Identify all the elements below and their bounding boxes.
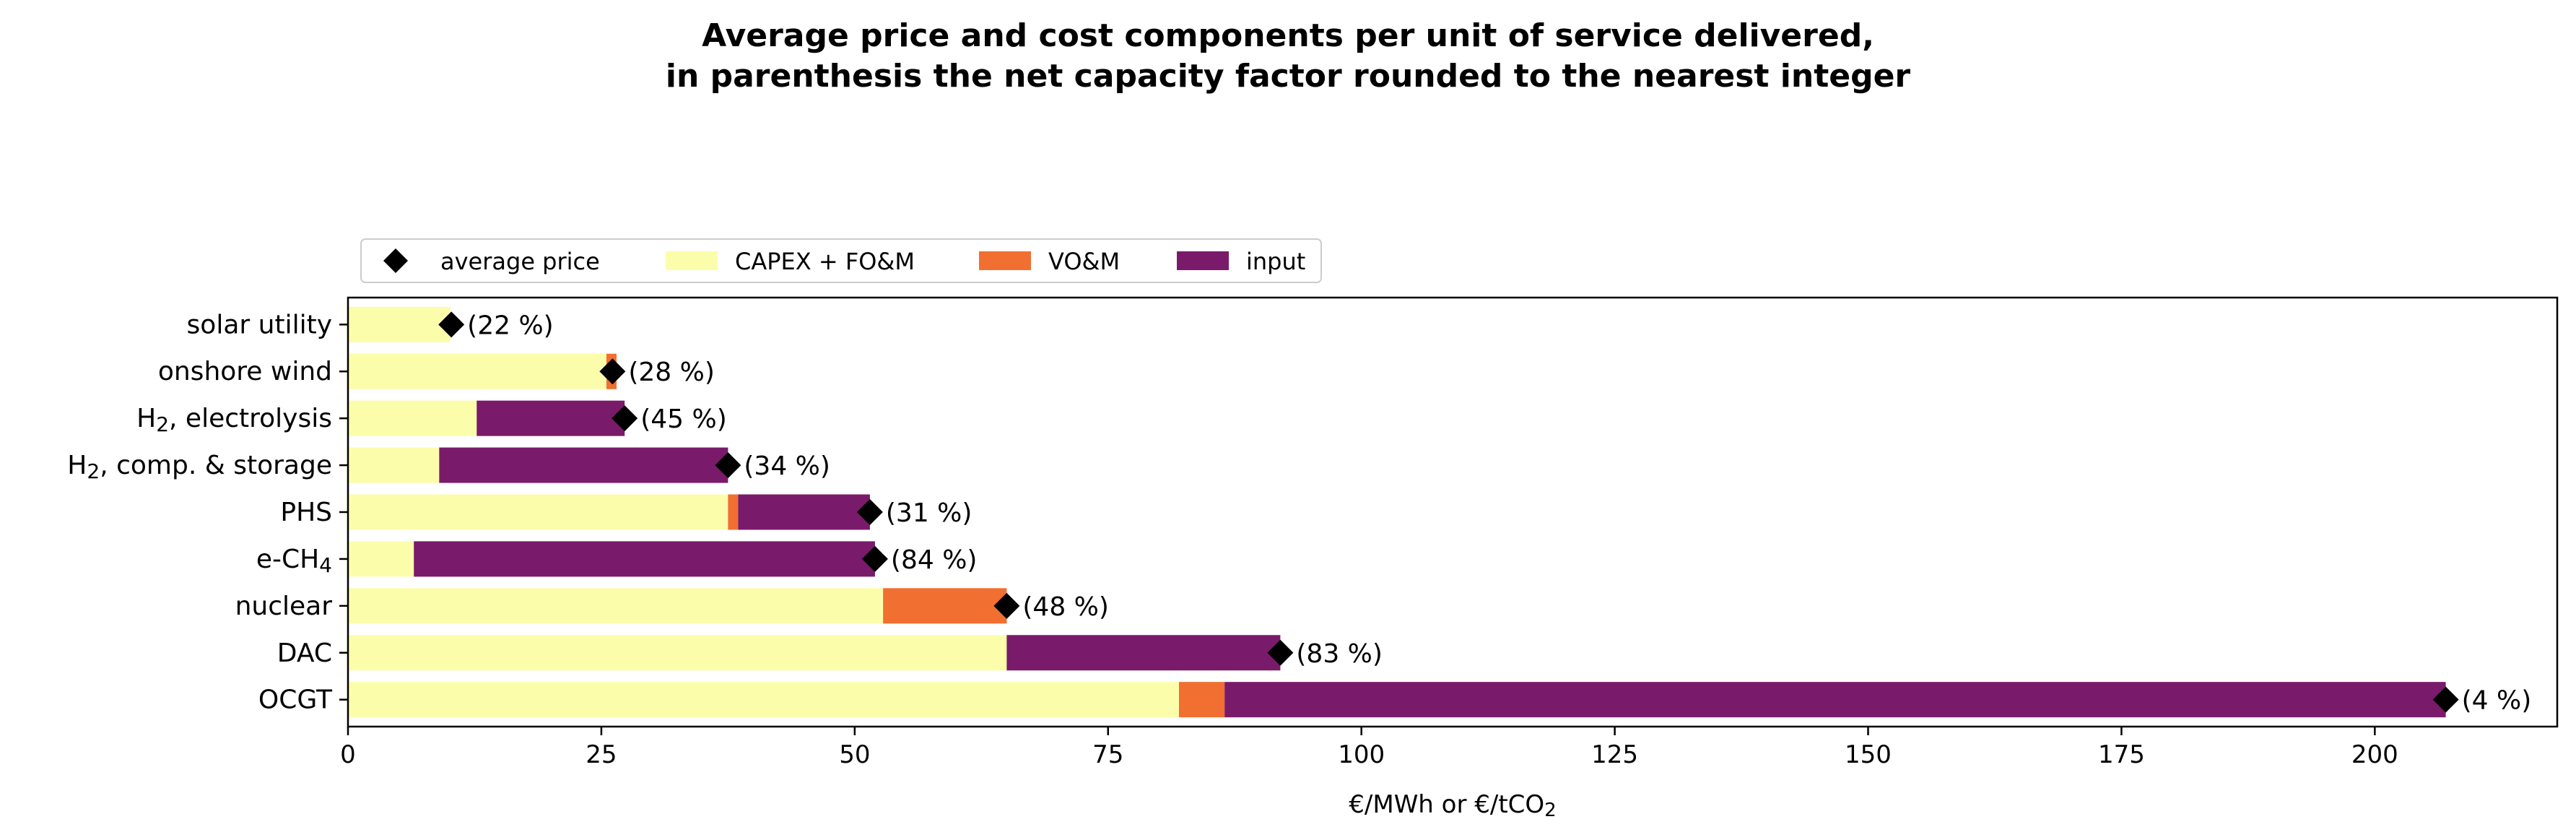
x-axis: 0 25 50 75 100 125 150 175 200 bbox=[340, 727, 2398, 769]
capacity-factor-label: (28 %) bbox=[628, 358, 715, 387]
bar-segment-capex bbox=[348, 541, 414, 577]
y-tick-label: PHS bbox=[280, 498, 332, 527]
capacity-factor-label: (34 %) bbox=[744, 451, 830, 481]
x-tick-label: 50 bbox=[839, 740, 870, 769]
x-tick-label: 125 bbox=[1591, 740, 1638, 769]
capacity-factor-label: (4 %) bbox=[2462, 686, 2532, 716]
chart-title: Average price and cost components per un… bbox=[0, 16, 2576, 97]
average-price-marker bbox=[612, 405, 638, 432]
chart-title-line-2: in parenthesis the net capacity factor r… bbox=[665, 58, 1911, 95]
bar-segment-input bbox=[477, 400, 625, 436]
y-tick-label: H2, electrolysis bbox=[136, 404, 332, 436]
bars-layer bbox=[348, 306, 2446, 718]
bar-segment-vom bbox=[883, 588, 1007, 624]
x-tick-label: 100 bbox=[1338, 740, 1385, 769]
x-tick-label: 150 bbox=[1845, 740, 1892, 769]
capacity-factor-label: (22 %) bbox=[467, 311, 554, 340]
legend-swatch-vom bbox=[979, 251, 1031, 270]
legend-label-capex: CAPEX + FO&M bbox=[735, 248, 915, 275]
bar-segment-capex bbox=[348, 400, 477, 436]
legend: average price CAPEX + FO&M VO&M input bbox=[360, 238, 1322, 283]
y-tick-label: onshore wind bbox=[158, 357, 332, 386]
bar-segment-capex bbox=[348, 635, 1007, 671]
average-price-marker bbox=[993, 592, 1020, 619]
bar-segment-input bbox=[414, 541, 875, 577]
x-tick-label: 25 bbox=[586, 740, 617, 769]
average-price-marker bbox=[715, 452, 741, 479]
x-tick-label: 0 bbox=[340, 740, 356, 769]
bar-segment-capex bbox=[348, 353, 606, 389]
bar-segment-capex bbox=[348, 494, 728, 530]
average-price-marker bbox=[599, 358, 626, 385]
legend-label-input: input bbox=[1246, 248, 1305, 275]
chart-title-line-1: Average price and cost components per un… bbox=[702, 17, 1874, 54]
legend-label-vom: VO&M bbox=[1048, 248, 1120, 275]
capacity-factor-label: (83 %) bbox=[1296, 639, 1383, 669]
y-tick-label: solar utility bbox=[187, 310, 332, 339]
legend-frame bbox=[360, 238, 1322, 283]
average-price-marker bbox=[856, 499, 883, 525]
x-tick-label: 200 bbox=[2351, 740, 2398, 769]
y-tick-label: DAC bbox=[277, 638, 332, 668]
capacity-factor-label: (48 %) bbox=[1022, 592, 1109, 622]
capacity-factor-label: (31 %) bbox=[886, 498, 972, 528]
x-tick-label: 75 bbox=[1092, 740, 1123, 769]
y-tick-label: nuclear bbox=[235, 592, 333, 621]
bar-segment-vom bbox=[728, 494, 739, 530]
bar-segment-vom bbox=[1179, 682, 1225, 718]
y-tick-label: OCGT bbox=[258, 685, 333, 715]
average-price-marker bbox=[438, 311, 465, 338]
y-axis: solar utility onshore wind H2, electrolysi… bbox=[67, 310, 348, 715]
bar-segment-input bbox=[439, 447, 728, 483]
bar-segment-input bbox=[738, 494, 870, 530]
legend-label-average-price: average price bbox=[440, 248, 600, 275]
bar-segment-capex bbox=[348, 588, 884, 624]
bar-segment-capex bbox=[348, 447, 440, 483]
plot-frame bbox=[347, 296, 2559, 728]
y-tick-label: H2, comp. & storage bbox=[67, 451, 332, 483]
bar-segment-input bbox=[1006, 635, 1281, 671]
bar-segment-capex bbox=[348, 306, 451, 342]
average-price-marker bbox=[1267, 639, 1294, 666]
capacity-factor-annotations: (22 %) (28 %) (45 %) (34 %) (31 %) (84 %) (48 … bbox=[467, 311, 2531, 715]
bar-segment-capex bbox=[348, 682, 1180, 718]
legend-swatch-capex bbox=[666, 251, 718, 270]
y-tick-label: e-CH4 bbox=[256, 545, 332, 577]
capacity-factor-label: (84 %) bbox=[891, 545, 978, 575]
legend-marker-average-price bbox=[383, 248, 408, 273]
average-price-marker bbox=[861, 545, 888, 572]
x-axis-label: €/MWh or €/tCO2 bbox=[1349, 790, 1556, 821]
capacity-factor-label: (45 %) bbox=[640, 404, 727, 434]
average-price-markers bbox=[438, 311, 2459, 713]
bar-segment-input bbox=[1224, 682, 2446, 718]
average-price-marker bbox=[2432, 686, 2459, 713]
legend-swatch-input bbox=[1177, 251, 1229, 270]
x-tick-label: 175 bbox=[2098, 740, 2145, 769]
